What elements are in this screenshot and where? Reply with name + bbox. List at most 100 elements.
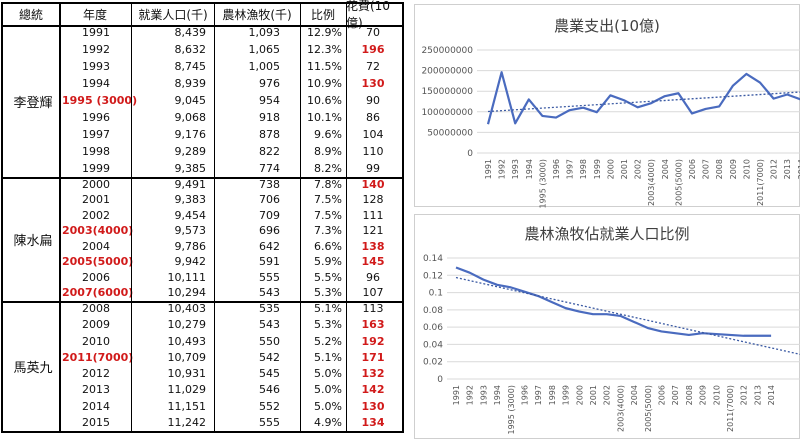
ratio-x-tick-label: 1996 bbox=[521, 385, 530, 405]
ratio-y-tick-label: 0 bbox=[437, 375, 443, 385]
ratio-cell: 12.3% bbox=[307, 43, 342, 57]
employed-cell: 10,111 bbox=[167, 270, 207, 284]
employed-cell: 9,385 bbox=[174, 161, 207, 175]
spending-x-tick-label: 2013 bbox=[783, 159, 792, 179]
year-cell: 1993 bbox=[82, 60, 110, 74]
spending-x-tick-label: 2009 bbox=[729, 159, 738, 179]
spending-x-tick-label: 2011(7000) bbox=[756, 159, 765, 206]
ratio-y-tick-label: 0.02 bbox=[423, 358, 443, 368]
ratio-x-tick-label: 2014 bbox=[767, 385, 776, 405]
ratio-cell: 7.8% bbox=[314, 177, 342, 191]
ratio-x-tick-label: 2005(5000) bbox=[644, 385, 653, 432]
agri-cell: 591 bbox=[259, 255, 280, 269]
ratio-cell: 7.5% bbox=[314, 193, 342, 207]
spending-x-tick-label: 1996 bbox=[552, 159, 561, 179]
president-name: 李登輝 bbox=[13, 96, 53, 111]
spending-x-tick-label: 2002 bbox=[634, 159, 643, 179]
agri-cell: 1,065 bbox=[248, 43, 281, 57]
agri-cell: 546 bbox=[259, 383, 280, 397]
column-divider bbox=[59, 4, 61, 431]
year-cell: 2000 bbox=[82, 177, 110, 191]
employed-cell: 10,931 bbox=[167, 367, 207, 381]
agri-cell: 954 bbox=[259, 94, 280, 107]
spending-chart-plot: 0 50000000 100000000 150000000 200000000 2500… bbox=[421, 46, 800, 208]
agri-cell: 696 bbox=[259, 224, 280, 238]
spending-x-tick-label: 2007 bbox=[702, 159, 711, 179]
year-cell: 2007(6000) bbox=[62, 286, 134, 300]
spending-cell: 90 bbox=[366, 94, 380, 107]
spending-y-tick-label: 0 bbox=[467, 149, 473, 159]
employed-cell: 11,242 bbox=[167, 415, 207, 429]
spending-x-tick-label: 2001 bbox=[620, 159, 629, 179]
year-cell: 2006 bbox=[82, 270, 110, 284]
spending-y-tick-label: 250000000 bbox=[421, 46, 473, 56]
spending-cell: 142 bbox=[361, 383, 385, 397]
ratio-chart-plot: 0 0.02 0.04 0.06 0.08 0.1 0.12 0.14 1991 1992 1993… bbox=[423, 254, 800, 435]
group-divider bbox=[3, 177, 402, 179]
year-cell: 2001 bbox=[82, 193, 110, 207]
year-cell: 2015 bbox=[82, 415, 110, 429]
ratio-chart-title: 農林漁牧佔就業人口比例 bbox=[524, 225, 690, 243]
ratio-cell: 5.1% bbox=[314, 302, 342, 316]
spending-x-tick-label: 1992 bbox=[498, 159, 507, 179]
ratio-x-tick-label: 2003(4000) bbox=[616, 385, 625, 432]
ratio-cell: 5.2% bbox=[314, 334, 342, 348]
spending-x-tick-label: 1994 bbox=[525, 159, 534, 179]
agri-cell: 878 bbox=[259, 127, 280, 141]
ratio-cell: 7.5% bbox=[314, 208, 342, 222]
employed-cell: 10,709 bbox=[167, 350, 207, 364]
year-cell: 2002 bbox=[82, 208, 110, 222]
ratio-cell: 5.5% bbox=[314, 270, 342, 284]
employed-cell: 11,151 bbox=[167, 399, 207, 413]
spending-x-tick-label: 2008 bbox=[715, 159, 724, 179]
ratio-cell: 8.2% bbox=[314, 161, 342, 175]
group-divider bbox=[3, 301, 402, 303]
ratio-y-tick-label: 0.14 bbox=[423, 254, 443, 264]
year-cell: 1999 bbox=[82, 161, 110, 175]
employed-cell: 9,289 bbox=[174, 144, 207, 158]
spending-cell: 130 bbox=[361, 399, 385, 413]
spending-cell: 96 bbox=[366, 270, 380, 284]
header-year: 年度 bbox=[82, 7, 107, 22]
ratio-x-tick-label: 2008 bbox=[685, 385, 694, 405]
employed-cell: 10,279 bbox=[167, 318, 207, 332]
column-divider bbox=[346, 4, 347, 431]
spending-x-tick-label: 1998 bbox=[579, 159, 588, 179]
agri-cell: 822 bbox=[259, 144, 280, 158]
ratio-x-tick-label: 1998 bbox=[548, 385, 557, 405]
spending-cell: 130 bbox=[361, 77, 385, 91]
spending-cell: 140 bbox=[361, 177, 385, 191]
spending-cell: 128 bbox=[362, 193, 384, 207]
ratio-x-tick-label: 1997 bbox=[534, 385, 543, 405]
agri-cell: 774 bbox=[259, 161, 280, 175]
spending-y-tick-label: 200000000 bbox=[421, 67, 473, 77]
employed-cell: 9,383 bbox=[174, 193, 207, 207]
spending-cell: 104 bbox=[362, 127, 384, 141]
employed-cell: 9,786 bbox=[174, 239, 207, 253]
ratio-cell: 12.9% bbox=[307, 26, 342, 40]
ratio-cell: 6.6% bbox=[314, 239, 342, 253]
ratio-trendline bbox=[455, 276, 800, 355]
employed-cell: 9,068 bbox=[174, 110, 207, 124]
year-cell: 2003(4000) bbox=[62, 224, 134, 238]
year-cell: 2009 bbox=[82, 318, 110, 332]
year-cell: 1998 bbox=[82, 144, 110, 158]
column-divider bbox=[131, 4, 132, 431]
spending-x-tick-label: 2014 bbox=[797, 159, 800, 179]
agri-cell: 555 bbox=[259, 270, 280, 284]
spending-cell: 171 bbox=[361, 350, 385, 364]
year-cell: 2014 bbox=[82, 399, 110, 413]
agri-cell: 1,005 bbox=[248, 60, 281, 74]
spending-cell: 196 bbox=[361, 43, 385, 57]
spending-cell: 163 bbox=[361, 318, 385, 332]
column-divider bbox=[300, 4, 301, 431]
spending-x-tick-label: 2004 bbox=[661, 159, 670, 179]
ratio-cell: 5.0% bbox=[314, 399, 342, 413]
ratio-x-tick-label: 2000 bbox=[575, 385, 584, 405]
spending-cell: 145 bbox=[361, 255, 385, 269]
spending-cell: 70 bbox=[366, 26, 380, 40]
ratio-x-tick-label: 1999 bbox=[562, 385, 571, 405]
ratio-x-tick-label: 2010 bbox=[712, 385, 721, 405]
spending-cell: 138 bbox=[361, 239, 385, 253]
spending-y-tick-label: 100000000 bbox=[421, 108, 473, 118]
